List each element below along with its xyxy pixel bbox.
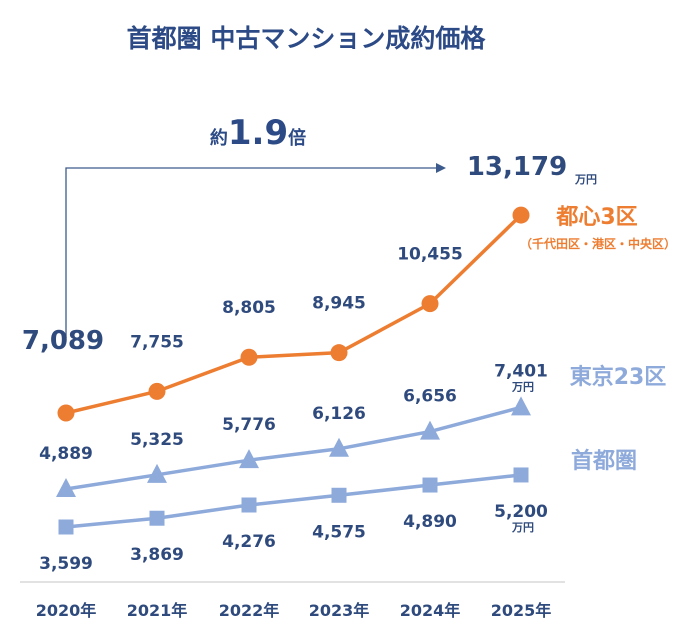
legend-tokyo23: 東京23区 [570,364,667,390]
data-label: 7,089 [22,326,104,356]
chart-title: 首都圏 中古マンション成約価格 [127,24,487,53]
data-label: 5,776 [222,415,276,435]
growth-label: 約1.9倍 [210,113,306,153]
data-label: 8,945 [312,294,366,314]
growth-suffix: 倍 [288,127,306,149]
data-label: 4,276 [222,532,276,552]
arrowhead-icon [436,163,446,173]
data-point [420,420,440,440]
data-point [511,396,531,416]
x-tick-label: 2024年 [400,601,461,620]
data-point [148,382,166,400]
series-line [65,473,522,529]
growth-prefix: 約 [210,127,228,149]
data-point [421,295,439,313]
legend-shutoken: 首都圏 [571,448,637,474]
x-tick-label: 2025年 [491,601,552,620]
data-label: 5,325 [130,430,184,450]
data-label: 6,656 [403,387,457,407]
legend-toshin3-subtitle: （千代田区・港区・中央区） [520,236,676,251]
data-point [512,206,530,224]
data-label: 10,455 [397,245,463,265]
series-line [65,213,523,415]
data-point [239,449,259,469]
data-point [147,463,167,483]
data-label: 4,890 [403,512,457,532]
data-point [331,487,347,503]
data-label: 6,126 [312,404,366,424]
data-point [422,477,438,493]
unit-label: 万円 [574,173,597,186]
data-label: 4,575 [312,522,366,542]
data-point [240,348,258,366]
data-point [56,478,76,497]
data-point [149,510,165,526]
data-label: 7,401 [494,361,548,381]
data-point [329,437,349,457]
x-tick-label: 2022年 [219,601,280,620]
data-point [330,344,348,362]
growth-annotation: 約1.9倍 [65,113,446,338]
unit-label: 万円 [511,380,534,393]
series-line [65,405,522,491]
data-point [57,404,75,422]
data-point [513,467,529,483]
legend-toshin3: 都心3区 [555,205,637,230]
unit-label: 万円 [511,521,534,534]
growth-arrow [65,167,438,338]
data-label: 7,755 [130,332,184,352]
data-label: 4,889 [39,444,93,464]
x-tick-label: 2023年 [309,601,370,620]
data-label: 5,200 [494,502,548,522]
data-point [241,497,257,513]
data-label: 3,599 [39,554,93,574]
data-label: 3,869 [130,545,184,565]
x-tick-label: 2021年 [127,601,188,620]
data-label: 8,805 [222,298,276,318]
data-label: 13,179 [467,152,567,182]
growth-value: 1.9 [228,113,288,153]
series-0: 7,089 7,755 8,805 8,945 10,455 13,179 万円 [22,152,597,422]
data-point [58,519,74,535]
x-tick-label: 2020年 [36,601,97,620]
